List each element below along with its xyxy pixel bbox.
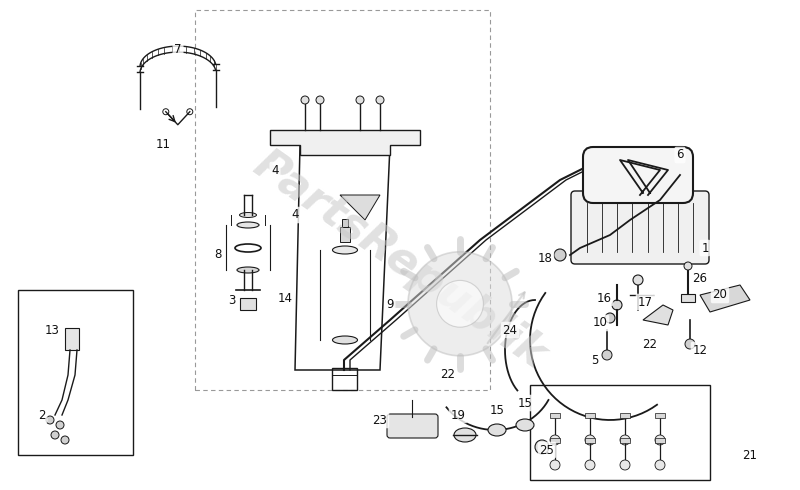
Text: 15: 15 [518,396,533,410]
Circle shape [376,96,384,104]
Text: 2: 2 [38,409,46,421]
Text: 11: 11 [155,139,170,151]
Bar [610,191,620,197]
Ellipse shape [237,267,259,273]
FancyBboxPatch shape [583,147,693,203]
Text: 15: 15 [490,403,505,416]
Bar [585,413,595,418]
Ellipse shape [239,213,257,218]
Bar [18,290,133,455]
Circle shape [685,339,695,349]
Circle shape [605,313,615,323]
Text: 17: 17 [638,295,653,309]
Bar [342,219,348,227]
Ellipse shape [237,222,259,228]
Circle shape [554,249,566,261]
Bar [681,294,695,302]
Text: 14: 14 [278,292,293,304]
Text: 5: 5 [591,353,598,367]
Bar [630,191,640,197]
Text: 26: 26 [693,271,707,285]
Text: 23: 23 [373,414,387,426]
Polygon shape [643,305,673,325]
Polygon shape [700,285,750,312]
Ellipse shape [333,246,358,254]
Circle shape [550,460,560,470]
FancyBboxPatch shape [571,191,709,264]
Ellipse shape [333,336,358,344]
Text: 3: 3 [228,294,236,307]
Bar [550,413,560,418]
Text: 24: 24 [502,323,518,337]
Circle shape [602,350,612,360]
Text: 20: 20 [713,289,727,301]
Circle shape [633,275,643,285]
Circle shape [535,440,549,454]
Bar [240,298,256,310]
Text: 6: 6 [676,148,684,162]
Bar [655,438,665,443]
Text: 7: 7 [174,44,182,56]
Text: 9: 9 [386,298,394,312]
FancyBboxPatch shape [387,414,438,438]
Circle shape [550,435,560,445]
Text: 10: 10 [593,317,607,329]
Ellipse shape [454,428,476,442]
Bar [620,413,630,418]
Circle shape [585,435,595,445]
Ellipse shape [516,419,534,431]
Circle shape [437,280,483,327]
Circle shape [620,435,630,445]
Circle shape [301,96,309,104]
Polygon shape [270,130,420,155]
Text: 4: 4 [271,164,278,176]
Bar [650,191,660,197]
Text: 1: 1 [702,242,709,254]
Text: 21: 21 [742,448,758,462]
Ellipse shape [488,424,506,436]
Circle shape [684,262,692,270]
Text: 16: 16 [597,292,611,304]
Text: 4: 4 [291,209,298,221]
Bar [332,368,357,390]
Circle shape [356,96,364,104]
Bar [655,413,665,418]
Polygon shape [340,195,380,220]
Text: 8: 8 [214,248,222,262]
Circle shape [51,431,59,439]
Circle shape [655,435,665,445]
Bar [590,191,600,197]
Circle shape [316,96,324,104]
Circle shape [612,300,622,310]
Bar [620,438,630,443]
Text: 13: 13 [45,323,59,337]
Circle shape [46,416,54,424]
Bar [550,438,560,443]
Bar [65,328,79,350]
Text: PartsRepublik: PartsRepublik [246,143,554,377]
Text: 12: 12 [693,343,707,357]
Text: 25: 25 [539,443,554,457]
Bar [340,227,350,242]
Bar [195,10,490,390]
Bar [585,438,595,443]
Text: 19: 19 [450,409,466,421]
Circle shape [61,436,69,444]
Circle shape [408,252,512,356]
Text: 18: 18 [538,251,553,265]
Text: 22: 22 [441,368,455,382]
Circle shape [585,460,595,470]
Bar [530,385,710,480]
Circle shape [620,460,630,470]
Text: 22: 22 [642,339,658,351]
Circle shape [56,421,64,429]
Circle shape [655,460,665,470]
